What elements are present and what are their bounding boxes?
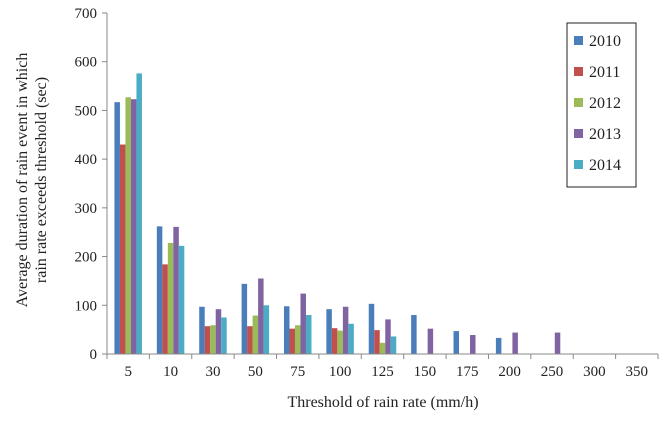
bar <box>130 99 137 354</box>
bar <box>385 319 391 354</box>
legend-label: 2014 <box>589 157 621 174</box>
y-tick-label: 0 <box>90 347 98 363</box>
bar <box>374 330 380 354</box>
y-tick-label: 400 <box>75 152 98 168</box>
x-tick-label: 175 <box>456 364 479 380</box>
bar <box>252 315 259 354</box>
bar <box>453 331 460 354</box>
bar <box>411 315 417 354</box>
bar <box>241 283 248 354</box>
bar <box>326 309 332 354</box>
bar <box>215 309 222 354</box>
x-tick-label: 75 <box>290 364 305 380</box>
bar <box>495 337 502 354</box>
bar <box>368 303 375 354</box>
bar <box>294 325 301 354</box>
bar <box>156 226 163 354</box>
x-tick-label: 30 <box>205 364 220 380</box>
legend-label: 2011 <box>589 64 620 81</box>
bar <box>300 293 306 354</box>
bar <box>470 335 476 354</box>
bar <box>348 323 354 354</box>
legend-label: 2013 <box>589 126 621 143</box>
legend-swatch <box>574 98 583 107</box>
bar <box>554 332 561 354</box>
y-tick-label: 500 <box>75 103 98 119</box>
bar <box>114 102 120 354</box>
y-tick-label: 100 <box>75 298 98 314</box>
bar <box>342 306 349 354</box>
bar <box>136 73 142 355</box>
bar <box>305 315 312 354</box>
legend-label: 2012 <box>589 95 621 112</box>
bar <box>263 305 270 354</box>
bar <box>204 326 211 354</box>
bar <box>427 328 434 354</box>
legend-swatch <box>574 67 583 76</box>
legend-swatch <box>574 160 583 169</box>
x-tick-label: 10 <box>163 364 178 380</box>
bar <box>173 226 179 354</box>
x-tick-label: 50 <box>248 364 263 380</box>
y-tick-label: 700 <box>75 6 98 22</box>
bar <box>125 97 131 355</box>
x-tick-label: 350 <box>626 364 649 380</box>
bar <box>178 245 185 354</box>
x-axis-ticks: 5 10 30 50 75 100 125 150 175 200 250 300 350 <box>106 354 659 380</box>
bar <box>283 306 290 354</box>
legend-swatch <box>574 36 583 45</box>
y-axis-title-line-2: rain rate exceeds threshold (sec) <box>33 77 50 283</box>
x-tick-label: 125 <box>371 364 394 380</box>
y-tick-label: 300 <box>75 201 98 217</box>
x-tick-label: 200 <box>498 364 521 380</box>
legend: 2010 2011 2012 2013 2014 <box>566 22 637 188</box>
bar <box>512 332 518 354</box>
bar-series-group <box>114 73 561 355</box>
bar <box>337 330 343 354</box>
bar <box>199 306 205 354</box>
x-tick-label: 5 <box>124 364 132 380</box>
bar <box>289 328 295 354</box>
bar <box>258 278 264 354</box>
x-tick-label: 150 <box>414 364 437 380</box>
y-tick-label: 600 <box>75 55 98 71</box>
bar <box>331 328 338 354</box>
x-tick-label: 300 <box>583 364 606 380</box>
bar <box>221 317 227 354</box>
x-axis-title: Threshold of rain rate (mm/h) <box>287 394 478 411</box>
bar <box>167 242 174 354</box>
bar <box>390 336 397 354</box>
bar <box>247 326 253 354</box>
legend-label: 2010 <box>589 33 621 50</box>
y-tick-label: 200 <box>75 250 98 266</box>
y-axis-title: Average duration of rain event in which … <box>14 53 50 308</box>
bar <box>162 264 168 354</box>
y-axis-title-line-1: Average duration of rain event in which <box>14 53 31 308</box>
bar <box>210 325 216 354</box>
legend-swatch <box>574 129 583 138</box>
x-tick-label: 250 <box>541 364 564 380</box>
x-tick-label: 100 <box>329 364 352 380</box>
bar <box>119 144 126 354</box>
bar <box>379 342 386 354</box>
y-axis-ticks: 0 100 200 300 400 500 600 700 <box>75 6 107 363</box>
